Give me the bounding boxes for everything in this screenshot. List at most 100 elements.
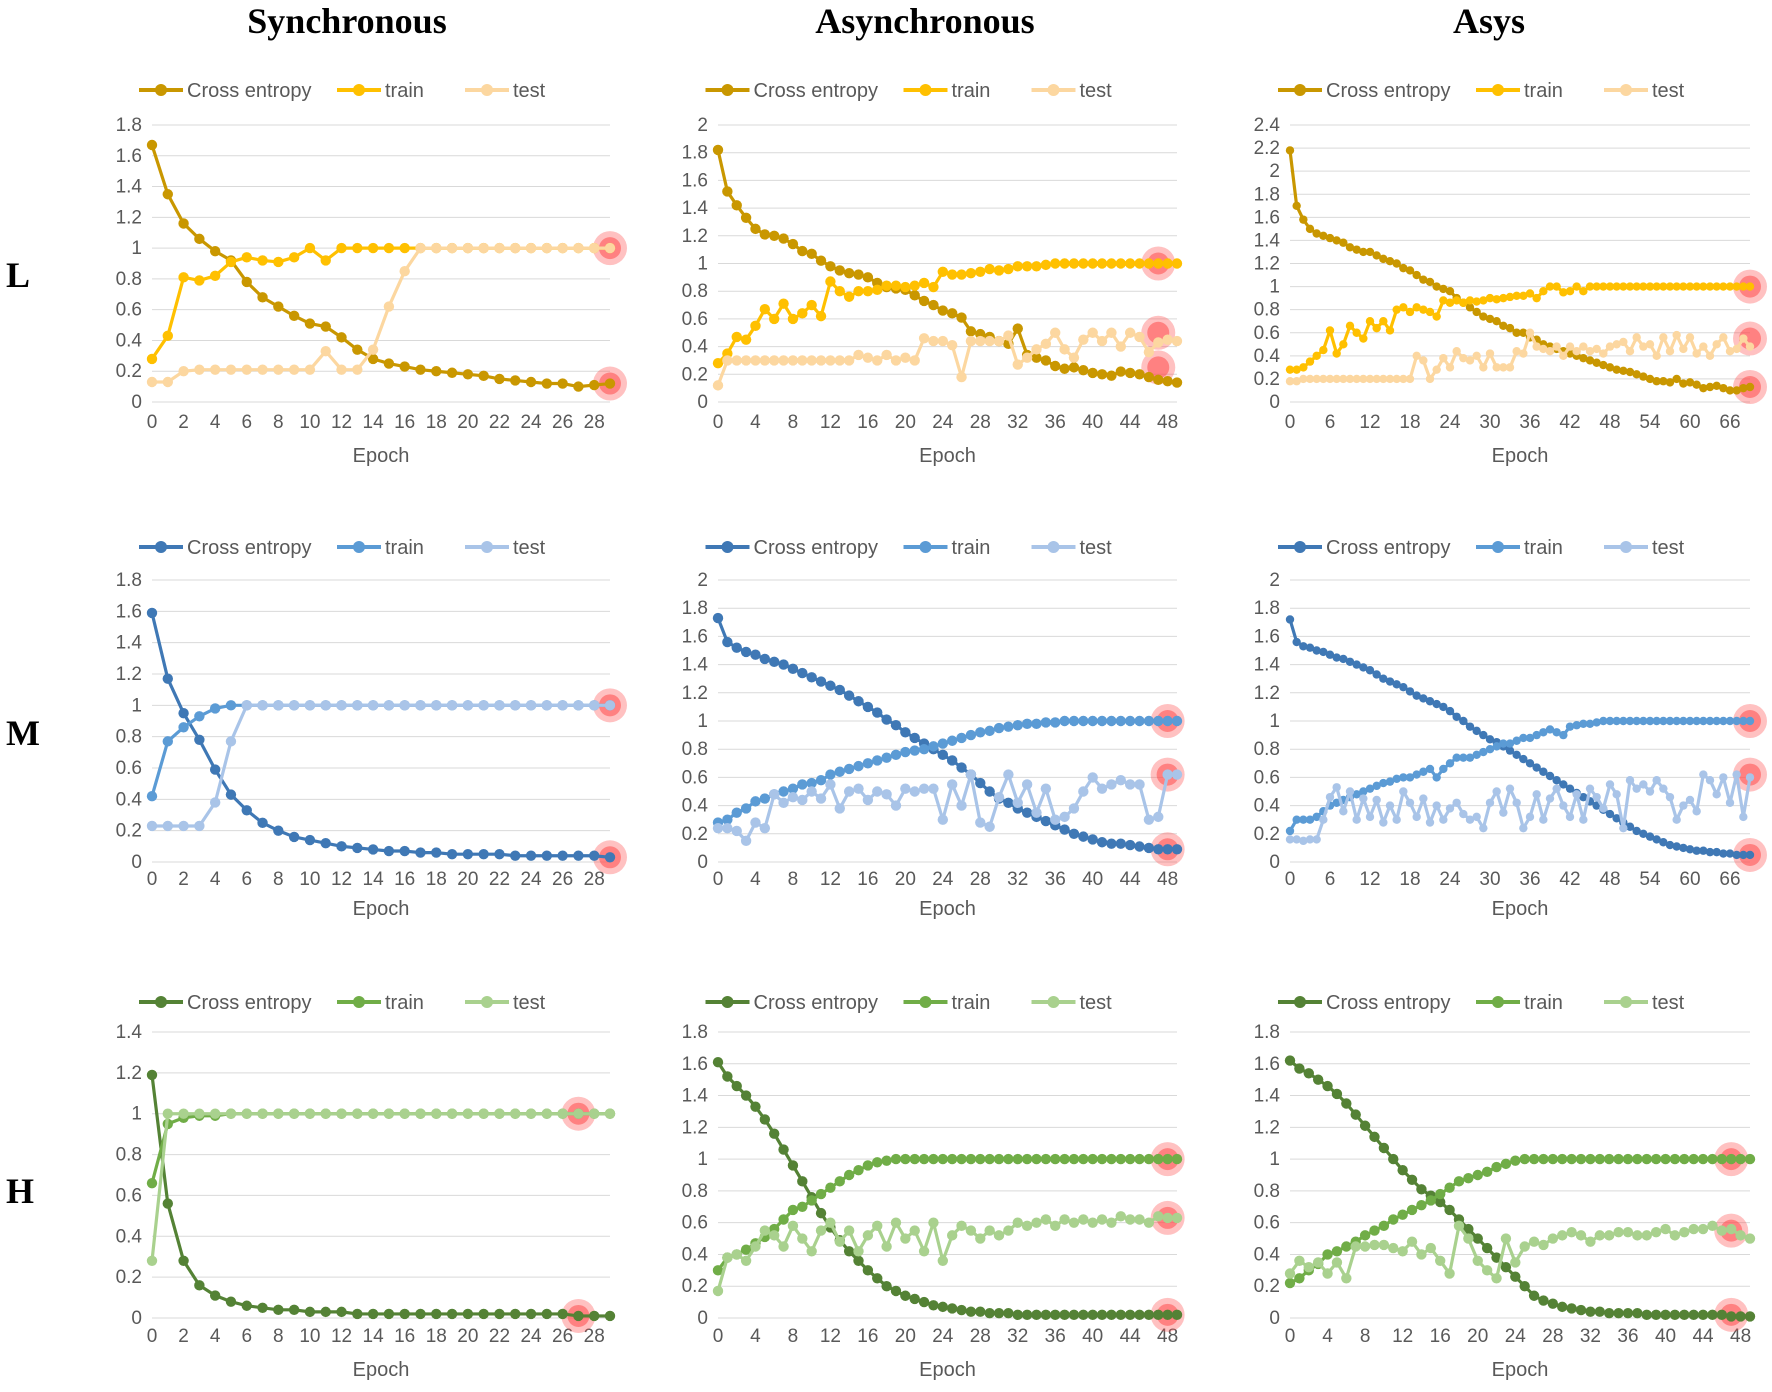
data-point <box>1679 843 1688 853</box>
data-point <box>1332 653 1341 662</box>
y-tick-label: 2 <box>1269 570 1280 591</box>
data-point <box>352 344 363 355</box>
x-tick-label: 16 <box>857 1326 878 1347</box>
data-point <box>1660 1309 1671 1321</box>
x-tick-label: 28 <box>970 869 991 890</box>
data-point <box>731 200 742 211</box>
data-point <box>1679 379 1688 388</box>
data-point <box>815 1225 827 1236</box>
data-point <box>1479 823 1488 833</box>
data-point <box>1406 1204 1418 1216</box>
data-point <box>853 760 864 772</box>
y-tick-label: 0.8 <box>682 1181 708 1202</box>
data-point <box>918 277 930 289</box>
highlight-glow <box>1733 837 1767 872</box>
x-tick-label: 4 <box>750 412 761 433</box>
data-point <box>257 1108 268 1119</box>
data-point <box>1632 716 1641 726</box>
data-point <box>573 381 584 392</box>
data-point <box>769 313 780 325</box>
data-point <box>1325 233 1335 243</box>
data-point <box>1124 1153 1136 1165</box>
data-point <box>1439 284 1448 294</box>
data-point <box>1299 363 1308 372</box>
data-point <box>1412 770 1421 779</box>
data-point <box>257 1302 268 1313</box>
data-point <box>431 700 442 711</box>
data-point <box>1412 303 1421 312</box>
data-point <box>740 835 752 847</box>
data-point <box>178 1112 189 1124</box>
y-tick-label: 1.4 <box>116 633 143 654</box>
data-point <box>1031 352 1042 363</box>
y-tick-label: 0.2 <box>1254 369 1280 390</box>
data-point <box>1652 377 1661 386</box>
legend-label: Cross entropy <box>187 992 312 1014</box>
data-point <box>557 242 568 254</box>
y-tick-label: 2 <box>1269 161 1280 182</box>
data-point <box>984 1225 995 1236</box>
y-tick-label: 1.8 <box>682 143 708 164</box>
data-point <box>1744 1311 1756 1322</box>
data-point <box>1745 342 1755 351</box>
data-point <box>1078 258 1089 269</box>
data-point <box>1050 1309 1061 1321</box>
data-point <box>1332 783 1341 792</box>
data-point <box>1492 787 1501 796</box>
data-point <box>1639 829 1648 838</box>
data-point <box>731 825 742 837</box>
data-point <box>1645 832 1655 841</box>
data-point <box>984 263 995 275</box>
data-point <box>1299 836 1308 846</box>
data-point <box>1399 682 1408 692</box>
data-point <box>1528 1236 1540 1247</box>
data-point <box>937 1301 949 1313</box>
data-point <box>1050 327 1061 338</box>
data-point <box>1707 1153 1718 1165</box>
x-tick-label: 36 <box>1045 869 1066 890</box>
data-point <box>1472 726 1481 736</box>
highlight-glow <box>1141 246 1176 281</box>
data-point <box>1115 366 1126 377</box>
data-point <box>1425 764 1435 774</box>
data-point <box>1087 258 1098 269</box>
data-point <box>1115 838 1126 849</box>
data-point <box>1479 730 1488 740</box>
y-tick-label: 1.4 <box>682 655 709 676</box>
data-point <box>1012 1309 1023 1321</box>
data-point <box>194 711 205 722</box>
y-tick-label: 0.4 <box>116 330 143 351</box>
data-point <box>1115 341 1126 352</box>
data-point <box>1312 229 1321 238</box>
data-point <box>1305 224 1315 234</box>
series-line-train <box>717 719 1177 825</box>
data-point <box>787 791 799 803</box>
data-point <box>1652 716 1661 726</box>
highlight-core <box>1156 1206 1179 1229</box>
data-point <box>1392 680 1401 689</box>
data-point <box>1575 1230 1587 1241</box>
data-point <box>1345 374 1355 384</box>
data-point <box>1472 297 1481 306</box>
data-point <box>383 845 395 857</box>
data-point <box>1305 643 1315 652</box>
data-point <box>1579 792 1588 802</box>
data-point <box>1659 333 1668 342</box>
highlight-glow <box>1150 832 1185 867</box>
data-point <box>890 1285 902 1297</box>
y-tick-label: 1.4 <box>1254 1086 1281 1107</box>
data-point <box>209 364 221 375</box>
data-point <box>1512 291 1521 301</box>
highlight-core <box>1720 1303 1743 1326</box>
data-point <box>1012 1217 1023 1228</box>
data-point <box>225 1296 237 1307</box>
data-point <box>462 700 474 711</box>
data-point <box>1492 295 1501 304</box>
data-point <box>1385 256 1395 266</box>
data-point <box>1050 360 1061 372</box>
data-point <box>993 335 1005 347</box>
data-point <box>1068 1153 1080 1165</box>
data-point <box>510 242 521 254</box>
x-tick-label: 24 <box>1505 1326 1527 1347</box>
data-point <box>722 1071 733 1082</box>
